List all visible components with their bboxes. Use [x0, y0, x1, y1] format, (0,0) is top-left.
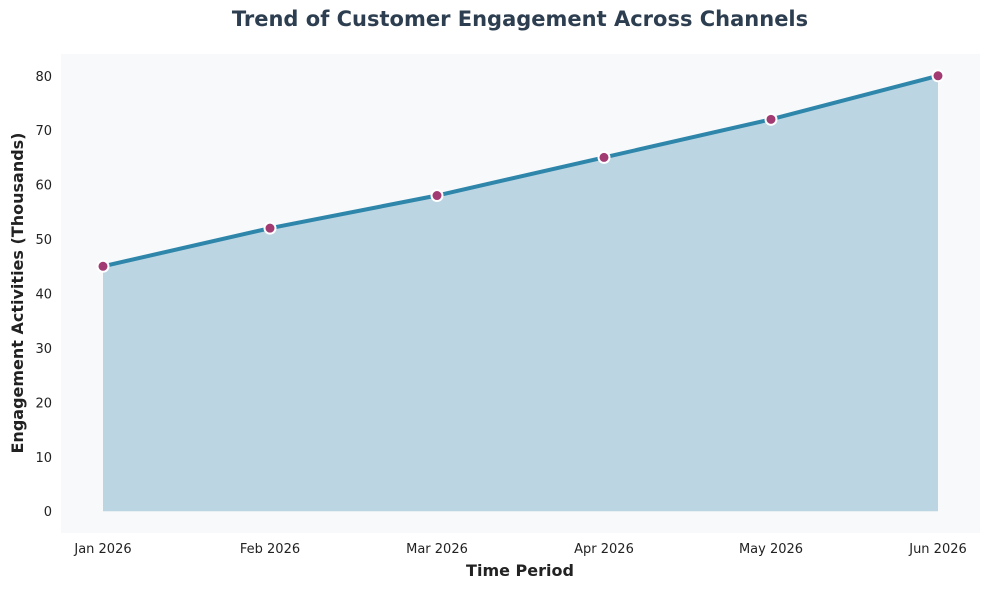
chart-title: Trend of Customer Engagement Across Chan…: [232, 7, 808, 31]
x-tick-label: May 2026: [739, 542, 803, 557]
y-axis-title: Engagement Activities (Thousands): [8, 133, 27, 454]
area-layer: [103, 75, 938, 512]
x-tick-label: Mar 2026: [406, 542, 468, 557]
data-point-5: [764, 112, 778, 126]
y-tick-label: 20: [35, 396, 52, 411]
data-point-2: [263, 221, 277, 235]
data-point-4: [597, 150, 611, 164]
data-point-3: [430, 189, 444, 203]
y-tick-label: 80: [35, 70, 52, 85]
data-point-6: [931, 69, 945, 83]
y-tick-label: 30: [35, 342, 52, 357]
y-tick-label: 0: [44, 505, 52, 520]
area-fill: [103, 75, 938, 512]
x-tick-label: Jun 2026: [908, 542, 967, 557]
x-tick-label: Jan 2026: [73, 542, 131, 557]
y-tick-label: 70: [35, 124, 52, 139]
x-axis-ticks: Jan 2026 Feb 2026 Mar 2026 Apr 2026 May 2026…: [73, 542, 966, 557]
data-point-1: [96, 259, 110, 273]
y-tick-label: 40: [35, 288, 52, 303]
y-tick-label: 60: [35, 179, 52, 194]
y-tick-label: 50: [35, 233, 52, 248]
x-axis-title: Time Period: [466, 561, 574, 580]
x-tick-label: Feb 2026: [240, 542, 300, 557]
series-line: [101, 73, 940, 269]
x-tick-label: Apr 2026: [574, 542, 634, 557]
marker-layer: [96, 69, 945, 273]
line-layer: [101, 73, 940, 269]
y-axis-ticks: 0 10 20 30 40 50 60 70 80: [35, 70, 52, 520]
y-tick-label: 10: [35, 451, 52, 466]
